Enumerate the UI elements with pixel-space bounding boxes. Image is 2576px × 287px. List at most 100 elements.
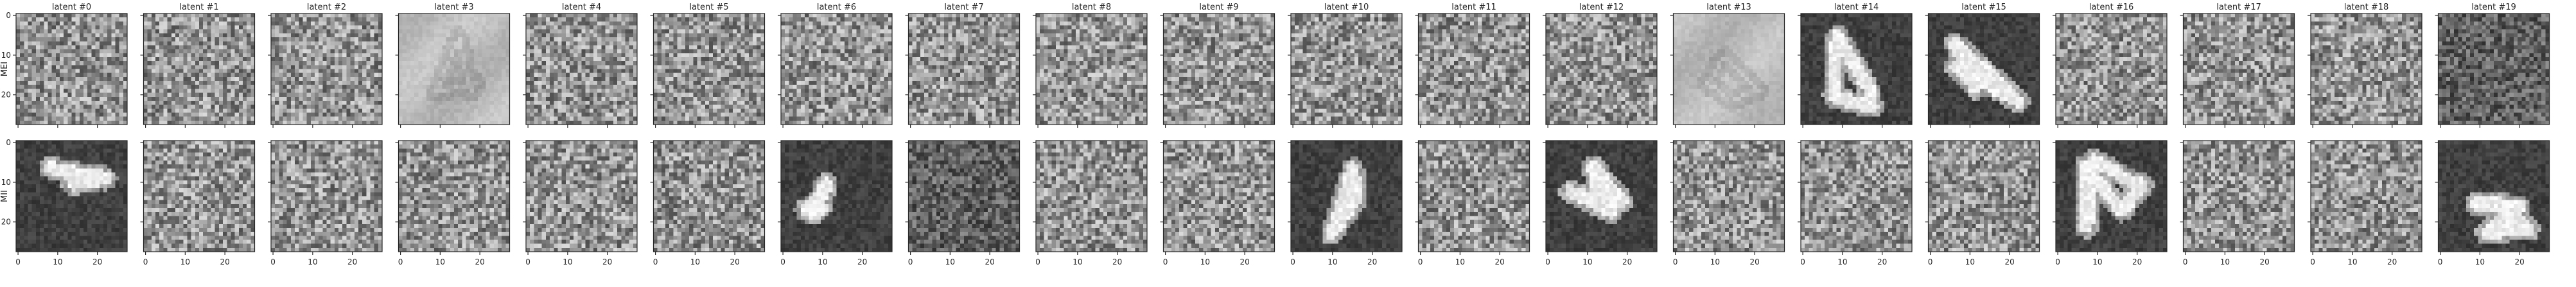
column-title: latent #8 (1072, 3, 1111, 12)
x-tick-label: 20 (1750, 257, 1760, 266)
y-tick-label: 10 (1, 178, 11, 187)
panel-mei-9: latent #9 (1161, 3, 1275, 128)
panel-mei-4: latent #4 (523, 3, 637, 128)
panel-mei-7: latent #7 (906, 3, 1020, 128)
panel-image (1929, 141, 2040, 252)
panel-mii-18: 0 10 20 (2308, 141, 2422, 266)
panel-mei-6: latent #6 (778, 3, 892, 128)
panel-image (271, 141, 382, 252)
x-tick-label: 20 (2515, 257, 2525, 266)
x-tick-label: 0 (1545, 257, 1550, 266)
panel-mii-4: 0 10 20 (523, 141, 637, 266)
x-tick-label: 20 (2260, 257, 2270, 266)
panel-mei-12: latent #12 (1543, 3, 1657, 128)
x-tick-label: 20 (985, 257, 995, 266)
x-tick-label: 0 (1035, 257, 1040, 266)
panel-image (1419, 13, 1530, 125)
x-tick-label: 20 (1877, 257, 1887, 266)
y-tick-label: 20 (1, 218, 11, 227)
x-tick-label: 10 (1455, 257, 1465, 266)
panel-image (1291, 141, 1402, 252)
x-tick-label: 0 (1928, 257, 1933, 266)
x-tick-label: 10 (435, 257, 445, 266)
panel-mii-17: 0 10 20 (2180, 141, 2295, 266)
column-title: latent #19 (2471, 3, 2516, 12)
x-tick-label: 20 (92, 257, 102, 266)
panel-mei-15: latent #15 (1925, 3, 2040, 128)
x-tick-label: 0 (1673, 257, 1678, 266)
x-tick-label: 10 (1837, 257, 1847, 266)
x-tick-label: 10 (818, 257, 827, 266)
panel-image (654, 141, 765, 252)
y-tick-label: 0 (6, 11, 11, 20)
panel-mei-2: latent #2 (268, 3, 382, 128)
x-tick-label: 0 (2055, 257, 2060, 266)
x-tick-label: 20 (1622, 257, 1632, 266)
panel-mei-14: latent #14 (1798, 3, 1912, 128)
panel-mii-10: 0 10 20 (1288, 141, 1402, 266)
column-title: latent #9 (1199, 3, 1238, 12)
column-title: latent #12 (1579, 3, 1624, 12)
panel-mei-11: latent #11 (1415, 3, 1530, 128)
panel-mii-12: 0 10 20 (1543, 141, 1657, 266)
x-tick-label: 0 (270, 257, 276, 266)
row-label-mei: MEI (0, 62, 10, 76)
panel-image (2184, 13, 2295, 125)
panel-image (1801, 13, 1912, 125)
panel-image (144, 141, 255, 252)
column-title: latent #15 (1961, 3, 2006, 12)
column-title: latent #10 (1324, 3, 1369, 12)
x-tick-label: 10 (2220, 257, 2230, 266)
panel-mii-11: 0 10 20 (1415, 141, 1530, 266)
panel-mei-10: latent #10 (1288, 3, 1402, 128)
x-tick-label: 20 (857, 257, 867, 266)
x-tick-label: 10 (945, 257, 955, 266)
panel-image (16, 141, 127, 252)
column-title: latent #14 (1834, 3, 1879, 12)
panel-image (399, 13, 510, 125)
x-tick-label: 20 (2387, 257, 2397, 266)
x-tick-label: 10 (690, 257, 700, 266)
panel-mii-16: 0 10 20 (2053, 141, 2167, 266)
panel-mii-1: 0 10 20 (141, 141, 255, 266)
column-title: latent #4 (562, 3, 601, 12)
x-tick-label: 10 (563, 257, 572, 266)
column-title: latent #3 (434, 3, 473, 12)
x-tick-label: 0 (15, 257, 21, 266)
x-tick-label: 0 (525, 257, 530, 266)
x-tick-label: 20 (730, 257, 740, 266)
panel-image (2311, 141, 2422, 252)
panel-mei-3: latent #3 (396, 3, 510, 128)
x-tick-label: 20 (1367, 257, 1377, 266)
panel-image (1546, 141, 1657, 252)
panel-image (1291, 13, 1402, 125)
panel-image (909, 13, 1020, 125)
x-tick-label: 10 (2475, 257, 2485, 266)
panel-image (271, 13, 382, 125)
x-tick-label: 10 (2347, 257, 2357, 266)
row-label-mii: MII (0, 190, 10, 202)
x-tick-label: 20 (1112, 257, 1122, 266)
panel-image (654, 13, 765, 125)
panel-image (781, 141, 892, 252)
x-tick-label: 10 (1327, 257, 1337, 266)
panel-mii-5: 0 10 20 (651, 141, 765, 266)
panel-mii-2: 0 10 20 (268, 141, 382, 266)
x-tick-label: 10 (1965, 257, 1975, 266)
x-tick-label: 20 (2132, 257, 2142, 266)
x-tick-label: 20 (2005, 257, 2015, 266)
panel-image (399, 141, 510, 252)
x-tick-label: 0 (2183, 257, 2188, 266)
panel-mei-16: latent #16 (2053, 3, 2167, 128)
column-title: latent #18 (2344, 3, 2389, 12)
x-tick-label: 20 (1495, 257, 1505, 266)
column-title: latent #17 (2216, 3, 2261, 12)
panel-image (526, 13, 637, 125)
x-tick-label: 10 (180, 257, 190, 266)
panel-image (526, 141, 637, 252)
panel-image (1036, 13, 1147, 125)
x-tick-label: 10 (2092, 257, 2102, 266)
x-tick-label: 0 (398, 257, 403, 266)
x-tick-label: 0 (1800, 257, 1805, 266)
panel-mii-9: 0 10 20 (1161, 141, 1275, 266)
